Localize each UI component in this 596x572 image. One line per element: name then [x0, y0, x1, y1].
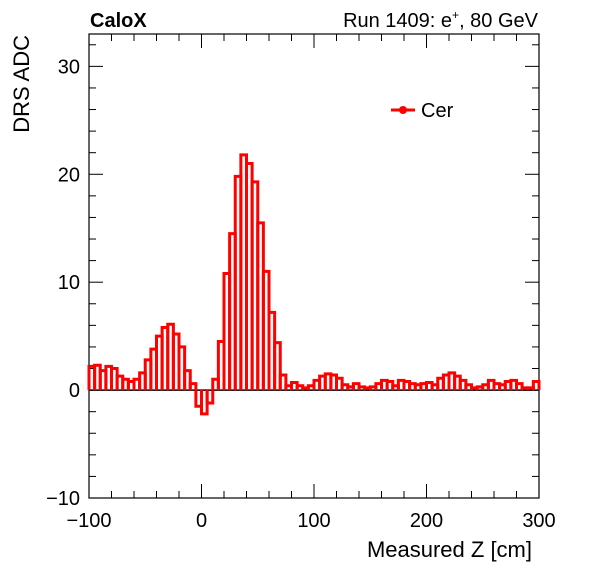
histogram-bin [531, 379, 541, 391]
x-tick-label: 100 [297, 510, 330, 532]
histogram-bin [205, 390, 215, 405]
x-tick-label: 0 [196, 510, 207, 532]
x-tick-label: −100 [66, 510, 111, 532]
y-tick-label: −10 [46, 488, 80, 510]
y-axis-label: DRS ADC [9, 35, 34, 133]
x-tick-label: 200 [410, 510, 443, 532]
plot-frame [88, 33, 540, 499]
histogram-bin [177, 345, 187, 391]
histogram-bin [278, 373, 288, 391]
histogram-bin [183, 369, 192, 391]
y-tick-label: 10 [58, 272, 80, 294]
run-info-suffix: , 80 GeV [459, 10, 539, 32]
y-tick-label: 30 [58, 56, 80, 78]
histogram-bin [188, 382, 198, 391]
y-tick-label: 20 [58, 164, 80, 186]
run-info-prefix: Run 1409: e [343, 10, 452, 32]
experiment-label: CaloX [90, 10, 147, 32]
legend-marker [399, 106, 407, 114]
run-info-superscript: + [452, 8, 459, 22]
legend-label: Cer [421, 100, 454, 122]
run-info-label: Run 1409: e+, 80 GeV [343, 8, 539, 32]
x-tick-label: 300 [522, 510, 555, 532]
y-tick-label: 0 [69, 380, 80, 402]
histogram-bin [273, 341, 282, 391]
x-axis-label: Measured Z [cm] [367, 537, 532, 562]
